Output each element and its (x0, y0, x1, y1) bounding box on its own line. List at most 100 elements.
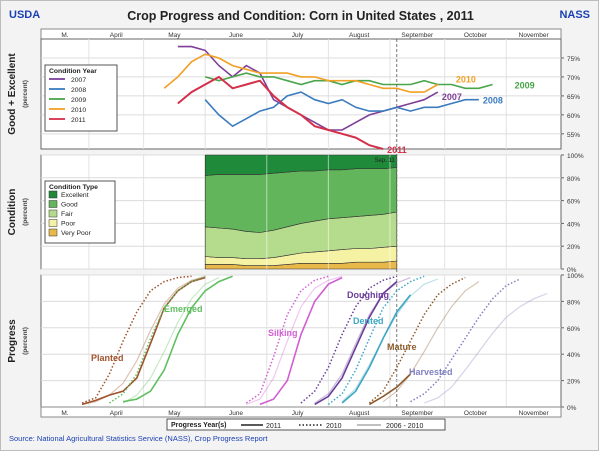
y-tick-label: 0% (567, 267, 577, 274)
legend-label: 2011 (71, 117, 86, 124)
stage-average-line (122, 277, 220, 404)
top-month-label: June (229, 32, 243, 39)
series-end-label: 2009 (515, 81, 535, 91)
stage-average-line (314, 277, 411, 404)
series-end-label: 2007 (442, 92, 462, 102)
bottom-month-label: July (292, 410, 304, 417)
bottom-month-label: September (401, 410, 434, 417)
y-axis-label: Good + Excellent (7, 53, 18, 135)
stage-2010-line (245, 275, 329, 404)
stage-label: Silking (268, 328, 298, 338)
top-month-label: July (292, 32, 304, 39)
usda-label: USDA (9, 9, 41, 21)
y-axis-unit: (percent) (22, 327, 29, 355)
stage-average-line (246, 275, 343, 405)
stage-2011-line (368, 373, 412, 406)
progress-year-legend: Progress Year(s) 2011 2010 2006 - 2010 (166, 418, 446, 431)
y-axis-unit: (percent) (22, 198, 29, 226)
stage-doughing: Doughing (300, 275, 411, 406)
series-line-2010 (163, 53, 439, 93)
bottom-month-label: November (519, 410, 550, 417)
series-line-2011 (177, 75, 384, 150)
bottom-month-label: May (168, 410, 181, 417)
stage-dented: Dented (327, 275, 439, 405)
y-tick-label: 60% (567, 113, 580, 120)
legend-label: Excellent (61, 192, 89, 199)
top-month-label: April (110, 32, 124, 39)
series-end-label: 2010 (456, 75, 476, 85)
nass-label: NASS (559, 9, 590, 21)
legend-label: Poor (61, 221, 76, 228)
panel-frame (40, 274, 562, 408)
legend-swatch (48, 209, 58, 218)
top-month-label: M. (61, 32, 68, 39)
legend-swatch (48, 200, 58, 208)
y-tick-label: 60% (567, 199, 580, 206)
bottom-month-label: M. (61, 410, 68, 417)
stage-silking: Silking (245, 275, 343, 406)
legend-box (44, 64, 118, 132)
bottom-month-axis (40, 406, 562, 418)
legend-swatch (48, 228, 58, 237)
legend-label: 2008 (71, 87, 86, 94)
y-tick-label: 20% (567, 379, 580, 386)
top-month-label: October (464, 32, 488, 39)
stage-average-line (423, 292, 548, 404)
stage-planted: Planted (81, 275, 206, 406)
legend-label: Fair (61, 211, 73, 218)
stage-2011-line (341, 294, 412, 404)
stage-2011-line (122, 275, 233, 403)
bottom-month-label: April (110, 410, 124, 417)
legend-label: Very Poor (61, 230, 92, 237)
top-month-label: November (519, 32, 550, 39)
stage-label: Doughing (347, 290, 389, 300)
y-tick-label: 80% (567, 299, 580, 306)
top-month-label: August (349, 32, 369, 39)
y-axis-label: Progress (7, 319, 18, 363)
legend-label: 2009 (71, 97, 86, 104)
y-tick-label: 75% (567, 56, 580, 63)
stage-mature: Mature (368, 276, 480, 406)
y-tick-label: 100% (567, 153, 584, 160)
stage-label: Harvested (409, 367, 453, 377)
bottom-month-label: August (349, 410, 369, 417)
y-tick-label: 65% (567, 94, 580, 101)
y-tick-label: 60% (567, 326, 580, 333)
legend-label: 2006 - 2010 (386, 423, 423, 430)
legend-title: Condition Year (49, 68, 97, 75)
condition-year-legend: Condition Year 2007 2008 2009 2010 2011 (44, 64, 118, 132)
legend-label: Good (61, 202, 78, 209)
stage-2010-line (300, 275, 398, 404)
y-tick-label: 40% (567, 221, 580, 228)
stage-2011-line (314, 280, 398, 406)
legend-label: 2010 (326, 423, 342, 430)
top-month-label: May (168, 32, 181, 39)
bottom-month-label: October (464, 410, 488, 417)
legend-label: 2011 (266, 423, 281, 430)
stage-label: Mature (387, 342, 417, 352)
stage-label: Dented (353, 316, 384, 326)
stage-label: Planted (91, 353, 124, 363)
current-week-annotation: Sep. 11 (375, 158, 396, 164)
y-tick-label: 80% (567, 176, 580, 183)
stage-2011-line (81, 276, 206, 406)
stage-emerged: Emerged (108, 275, 233, 404)
chart-title: Crop Progress and Condition: Corn in Uni… (127, 9, 474, 23)
stage-harvested: Harvested (409, 278, 548, 404)
y-tick-label: 70% (567, 75, 580, 82)
stage-2011-line (259, 276, 343, 406)
series-end-label: 2008 (483, 96, 503, 106)
stage-average-line (382, 281, 480, 403)
stage-2010-line (327, 275, 425, 405)
legend-swatch (48, 219, 58, 227)
stage-label: Emerged (164, 304, 203, 314)
series-line-2008 (204, 91, 479, 128)
y-axis-unit: (percent) (22, 80, 29, 108)
y-tick-label: 40% (567, 352, 580, 359)
y-tick-label: 20% (567, 244, 580, 251)
y-axis-label: Condition (7, 189, 18, 236)
y-tick-label: 100% (567, 273, 584, 280)
